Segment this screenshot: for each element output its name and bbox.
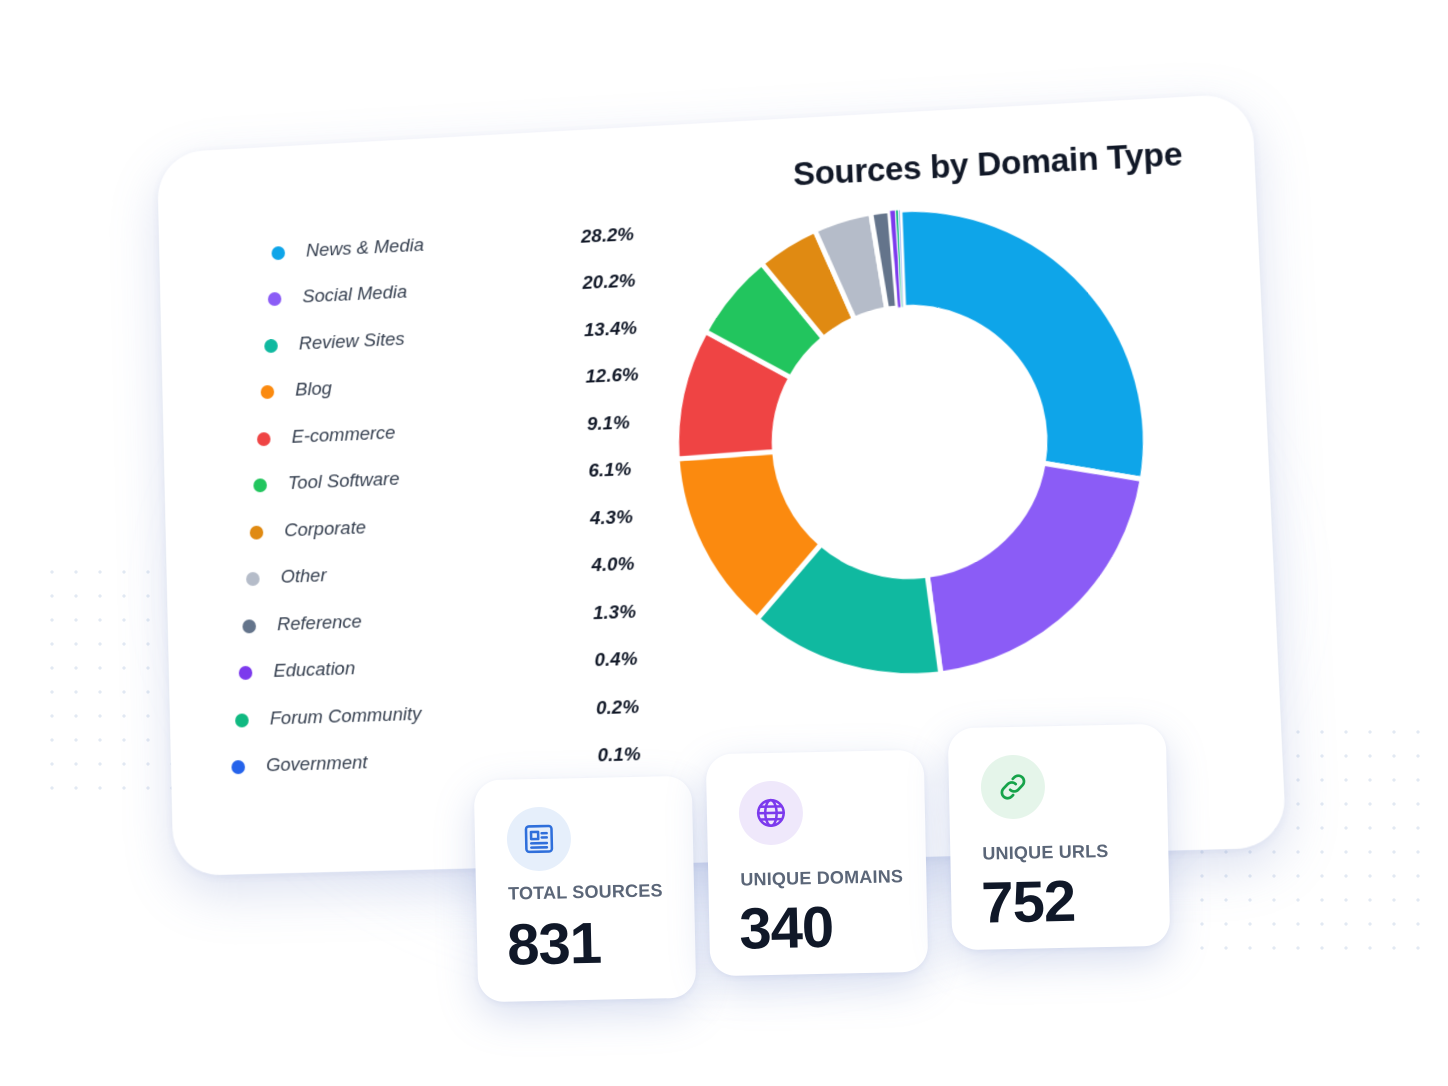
donut-slice	[923, 459, 1151, 674]
donut-slice	[900, 198, 1147, 489]
donut-slice	[755, 540, 941, 681]
donut-slice	[677, 450, 824, 622]
globe-icon	[738, 780, 804, 846]
donut-slice	[703, 261, 825, 382]
legend-label: E-commerce	[291, 422, 396, 448]
legend-label: Reference	[276, 611, 363, 636]
legend-label: Review Sites	[298, 328, 405, 355]
legend-label: Education	[273, 658, 356, 683]
chart-card: Sources by Domain Type News & Media 28.2%…	[156, 93, 1287, 877]
legend-swatch	[242, 619, 257, 634]
legend-swatch	[260, 385, 275, 400]
donut-chart	[661, 189, 1164, 691]
legend-swatch	[271, 245, 286, 261]
legend-value: 0.2%	[595, 696, 640, 720]
stat-card-unique-domains: UNIQUE DOMAINS 340	[705, 749, 929, 977]
legend: News & Media 28.2% Social Media 20.2% Review…	[231, 209, 698, 789]
legend-swatch	[238, 666, 253, 681]
stat-value-total-sources: 831	[506, 910, 602, 978]
donut-slice	[814, 212, 887, 320]
stat-card-total-sources: TOTAL SOURCES 831	[473, 775, 697, 1003]
donut-slice	[890, 210, 902, 308]
legend-label: Corporate	[284, 517, 367, 542]
legend-value: 0.1%	[597, 744, 641, 767]
chart-title: Sources by Domain Type	[792, 135, 1183, 193]
newspaper-icon	[506, 806, 572, 872]
legend-label: Social Media	[302, 282, 408, 308]
stat-label-unique-domains: UNIQUE DOMAINS	[740, 866, 904, 890]
donut-slice	[673, 328, 794, 459]
legend-swatch	[235, 713, 249, 728]
legend-label: Government	[265, 752, 368, 777]
legend-swatch	[256, 431, 271, 447]
legend-swatch	[231, 760, 246, 775]
legend-label: Other	[280, 565, 327, 589]
link-icon	[980, 754, 1046, 820]
legend-label: Blog	[294, 378, 333, 401]
stat-value-unique-urls: 752	[980, 868, 1076, 936]
legend-swatch	[267, 292, 282, 307]
legend-label: Tool Software	[287, 469, 400, 495]
stat-label-total-sources: TOTAL SOURCES	[507, 880, 663, 904]
legend-swatch	[249, 525, 264, 540]
stat-value-unique-domains: 340	[738, 894, 834, 962]
legend-label: News & Media	[305, 234, 425, 262]
donut-slice	[871, 210, 898, 310]
legend-label: Forum Community	[269, 703, 422, 730]
stat-card-unique-urls: UNIQUE URLS 752	[947, 723, 1171, 951]
legend-swatch	[245, 572, 260, 587]
legend-swatch	[264, 338, 278, 353]
donut-slice	[761, 228, 855, 340]
stat-label-unique-urls: UNIQUE URLS	[982, 840, 1109, 864]
legend-swatch	[253, 478, 268, 493]
